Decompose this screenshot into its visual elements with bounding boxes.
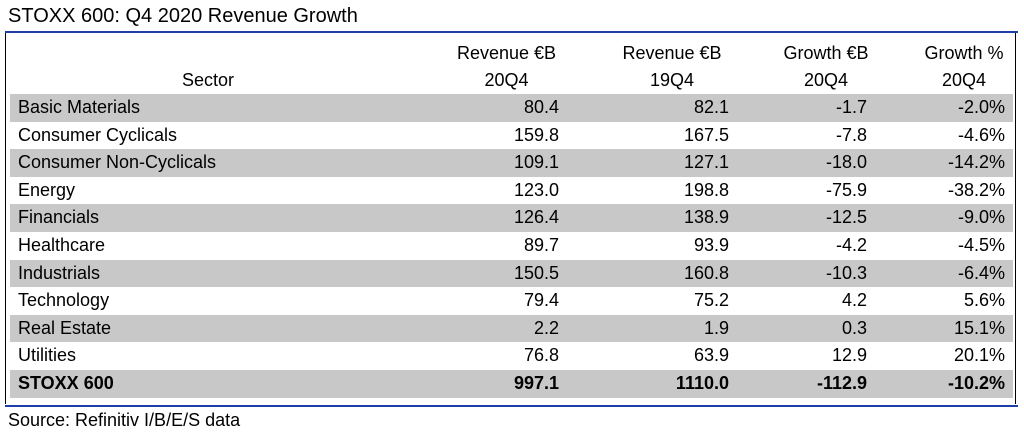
cell-sector: Energy (18, 179, 76, 200)
cell-sector: Industrials (10, 259, 406, 288)
table-body: Basic Materials 80.4 82.1 -1.7 -2.0% Con… (10, 94, 1013, 398)
cell-sector: Basic Materials (10, 94, 406, 122)
table-row: Energy 123.0 198.8 -75.9 -38.2% (10, 177, 1013, 205)
cell-growth-pct: -14.2% (875, 149, 1013, 177)
cell-rev-20q4: 2.2 (406, 314, 567, 343)
table-frame (5, 33, 1016, 404)
cell-growth-eur: -18.0 (737, 149, 875, 177)
cell-growth-eur: -112.9 (737, 369, 875, 398)
cell-growth-eur: -1.7 (737, 94, 875, 122)
cell-sector: Real Estate (10, 314, 406, 343)
cell-sector: Utilities (18, 345, 77, 366)
cell-rev-19q4: 138.9 (567, 204, 737, 232)
table-row: Healthcare 89.7 93.9 -4.2 -4.5% (10, 232, 1013, 260)
cell-rev-20q4: 123.0 (513, 179, 559, 200)
cell-growth-pct: -2.0% (875, 94, 1013, 122)
cell-rev-20q4: 159.8 (513, 124, 559, 145)
cell-rev-20q4: 997.1 (406, 369, 567, 398)
table-row: Basic Materials 80.4 82.1 -1.7 -2.0% (10, 94, 1013, 122)
bottom-rule (5, 405, 1018, 407)
cell-growth-eur: -75.9 (825, 179, 867, 200)
table-header: Sector Revenue €B Revenue €B Growth €B G… (10, 40, 1013, 94)
cell-growth-eur: -4.2 (835, 234, 867, 255)
header-sector: Sector (181, 70, 235, 90)
table-row: Consumer Cyclicals 159.8 167.5 -7.8 -4.6… (10, 122, 1013, 150)
table-row: Utilities 76.8 63.9 12.9 20.1% (10, 342, 1013, 370)
table-row: Financials 126.4 138.9 -12.5 -9.0% (10, 204, 1013, 232)
cell-growth-pct: -9.0% (875, 204, 1013, 232)
revenue-growth-table: Sector Revenue €B Revenue €B Growth €B G… (10, 40, 1013, 398)
header-growth-eur-line2: 20Q4 (803, 70, 849, 90)
source-note: Source: Refinitiv I/B/E/S data (8, 410, 241, 430)
cell-growth-pct: -4.6% (957, 124, 1005, 145)
cell-growth-pct: -6.4% (875, 259, 1013, 288)
header-growth-eur-line1: Growth €B (783, 43, 869, 63)
cell-sector: STOXX 600 (10, 369, 406, 398)
header-rev-19q4-line1: Revenue €B (622, 43, 722, 63)
table-row: Real Estate 2.2 1.9 0.3 15.1% (10, 314, 1013, 343)
cell-sector: Technology (18, 290, 110, 311)
cell-rev-20q4: 126.4 (406, 204, 567, 232)
cell-growth-eur: -10.3 (737, 259, 875, 288)
cell-rev-20q4: 150.5 (406, 259, 567, 288)
top-rule (5, 31, 1018, 33)
cell-growth-pct: -4.5% (957, 234, 1005, 255)
table-row: Industrials 150.5 160.8 -10.3 -6.4% (10, 259, 1013, 288)
header-rev-19q4-line2: 19Q4 (649, 70, 695, 90)
cell-growth-pct: -38.2% (947, 179, 1005, 200)
cell-rev-20q4: 80.4 (406, 94, 567, 122)
header-row-1: Sector Revenue €B Revenue €B Growth €B G… (10, 40, 1013, 90)
cell-rev-20q4: 89.7 (523, 234, 559, 255)
cell-rev-19q4: 1.9 (567, 314, 737, 343)
cell-growth-eur: 4.2 (841, 290, 867, 311)
cell-growth-pct: 20.1% (953, 345, 1005, 366)
cell-rev-19q4: 75.2 (693, 290, 729, 311)
cell-growth-eur: 12.9 (831, 345, 867, 366)
cell-rev-19q4: 93.9 (693, 234, 729, 255)
total-row: STOXX 600 997.1 1110.0 -112.9 -10.2% (10, 369, 1013, 398)
cell-growth-eur: 0.3 (737, 314, 875, 343)
header-growth-pct-line2: 20Q4 (941, 70, 987, 90)
cell-rev-19q4: 160.8 (567, 259, 737, 288)
cell-growth-pct: -10.2% (875, 369, 1013, 398)
cell-rev-19q4: 1110.0 (567, 369, 737, 398)
cell-rev-19q4: 198.8 (683, 179, 729, 200)
cell-sector: Consumer Cyclicals (18, 124, 178, 145)
header-row-2: 20Q4 19Q4 20Q4 20Q4 (10, 67, 1013, 94)
cell-rev-19q4: 127.1 (567, 149, 737, 177)
cell-rev-19q4: 82.1 (567, 94, 737, 122)
cell-sector: Healthcare (18, 234, 106, 255)
cell-rev-19q4: 63.9 (693, 345, 729, 366)
cell-growth-eur: -7.8 (835, 124, 867, 145)
cell-sector: Consumer Non-Cyclicals (10, 149, 406, 177)
header-rev-20q4-line1: Revenue €B (456, 43, 557, 63)
cell-growth-eur: -12.5 (737, 204, 875, 232)
chart-title: STOXX 600: Q4 2020 Revenue Growth (8, 5, 358, 27)
cell-rev-20q4: 109.1 (406, 149, 567, 177)
cell-rev-19q4: 167.5 (683, 124, 729, 145)
cell-growth-pct: 5.6% (963, 290, 1005, 311)
cell-rev-20q4: 76.8 (523, 345, 559, 366)
cell-sector: Financials (10, 204, 406, 232)
cell-growth-pct: 15.1% (875, 314, 1013, 343)
cell-rev-20q4: 79.4 (523, 290, 559, 311)
table-row: Consumer Non-Cyclicals 109.1 127.1 -18.0… (10, 149, 1013, 177)
table-row: Technology 79.4 75.2 4.2 5.6% (10, 287, 1013, 315)
header-growth-pct-line1: Growth % (924, 43, 1004, 63)
header-rev-20q4-line2: 20Q4 (484, 70, 529, 90)
